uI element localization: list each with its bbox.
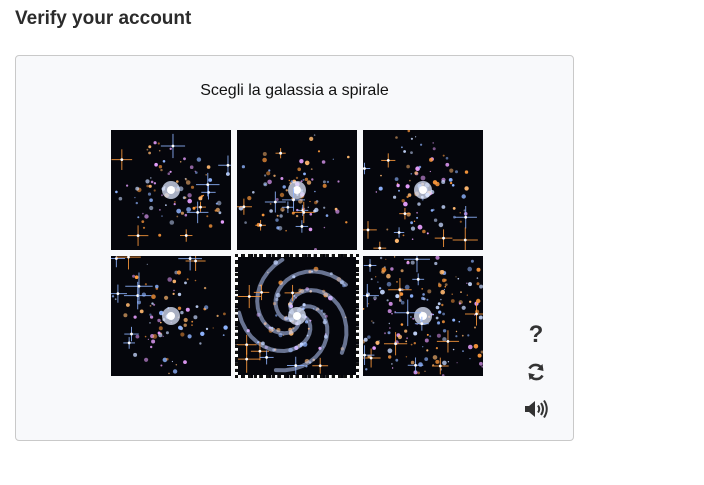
captcha-panel: Scegli la galassia a spirale ? xyxy=(15,55,574,441)
captcha-tile-5[interactable] xyxy=(235,254,359,378)
captcha-prompt: Scegli la galassia a spirale xyxy=(200,82,389,99)
galaxy-irregular-image xyxy=(363,130,483,250)
captcha-tile-4[interactable] xyxy=(111,256,231,376)
speaker-icon xyxy=(525,399,548,419)
galaxy-spiral-image xyxy=(235,254,359,378)
help-button[interactable]: ? xyxy=(521,321,551,349)
captcha-tile-3[interactable] xyxy=(363,130,483,250)
refresh-button[interactable] xyxy=(521,358,551,386)
audio-button[interactable] xyxy=(521,395,551,423)
refresh-icon xyxy=(528,363,544,381)
captcha-tile-1[interactable] xyxy=(111,130,231,250)
captcha-tile-6[interactable] xyxy=(363,256,483,376)
page-title: Verify your account xyxy=(15,8,192,29)
galaxy-irregular-image xyxy=(111,256,231,376)
help-icon: ? xyxy=(528,321,544,348)
galaxy-irregular-image xyxy=(111,130,231,250)
galaxy-irregular-image xyxy=(237,130,357,250)
image-grid xyxy=(111,130,483,378)
galaxy-cluster-image xyxy=(363,256,483,376)
captcha-tile-2[interactable] xyxy=(237,130,357,250)
